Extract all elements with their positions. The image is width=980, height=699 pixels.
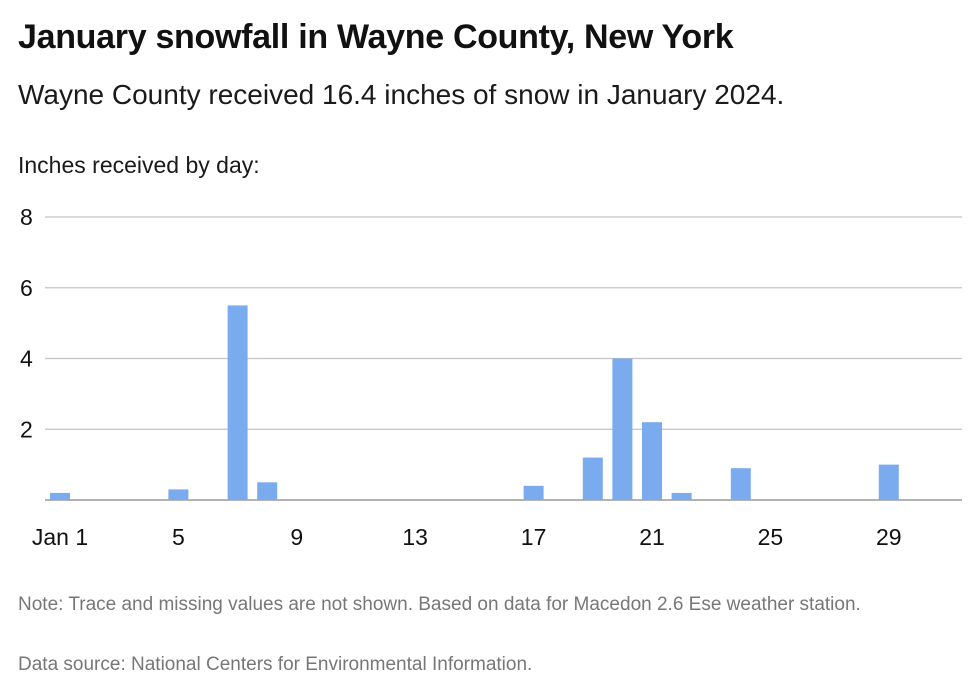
chart-note: Note: Trace and missing values are not s… [18,594,861,615]
x-tick-29: 29 [876,524,902,550]
x-tick-17: 17 [521,524,547,550]
x-tick-9: 9 [290,524,303,550]
data-source: Data source: National Centers for Enviro… [18,654,533,675]
bar-jan-8 [257,482,278,500]
bar-jan-17 [523,485,544,500]
y-tick-labels: 2 4 6 8 [20,204,33,442]
y-tick-8: 8 [20,204,33,230]
x-tick-21: 21 [639,524,665,550]
bar-jan-19 [582,457,603,500]
chart-title: January snowfall in Wayne County, New Yo… [18,18,734,56]
bar-jan-1 [50,492,70,500]
bar-jan-29 [878,464,899,500]
bar-jan-7 [227,305,248,500]
chart-subtitle: Wayne County received 16.4 inches of sno… [18,79,785,110]
bar-jan-21 [642,422,662,500]
bar-jan-22 [671,492,692,500]
x-tick-1: Jan 1 [32,524,88,550]
bar-jan-24 [730,468,751,500]
gridlines [45,216,962,501]
x-tick-25: 25 [758,524,784,550]
y-axis-label: Inches received by day: [18,152,260,178]
bar-jan-20 [612,358,633,500]
bars [50,305,899,500]
bar-jan-5 [168,489,189,500]
x-tick-labels: Jan 1 5 9 13 17 21 25 29 [32,524,902,550]
y-tick-6: 6 [20,275,33,301]
snowfall-bar-chart: 2 4 6 8 Jan 1 5 9 13 17 21 25 29 [20,204,962,550]
x-tick-5: 5 [172,524,185,550]
y-tick-4: 4 [20,346,33,372]
y-tick-2: 2 [20,416,33,442]
x-tick-13: 13 [402,524,428,550]
